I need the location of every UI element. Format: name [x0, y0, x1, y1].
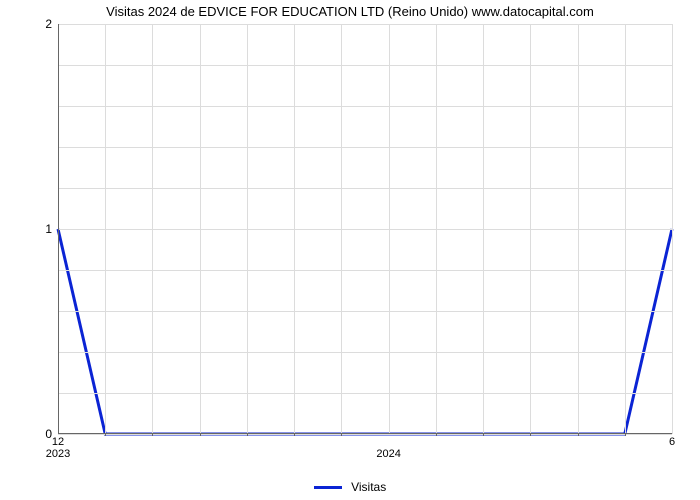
x-tick-label: 12 [52, 436, 64, 448]
chart-container: Visitas 2024 de EDVICE FOR EDUCATION LTD… [0, 0, 700, 500]
grid-line-h-minor [58, 352, 672, 353]
grid-line-v [152, 24, 153, 434]
x-minor-tick [105, 434, 106, 436]
grid-line-h-minor [58, 65, 672, 66]
x-minor-tick [152, 434, 153, 436]
grid-line-h [58, 24, 672, 25]
x-minor-tick [341, 434, 342, 436]
y-axis-line [58, 24, 59, 434]
plot-area [58, 24, 672, 434]
grid-line-v [105, 24, 106, 434]
grid-line-v [341, 24, 342, 434]
series-line [58, 229, 672, 434]
grid-line-h-minor [58, 311, 672, 312]
grid-line-v [200, 24, 201, 434]
legend: Visitas [0, 479, 700, 494]
x-minor-tick [200, 434, 201, 436]
x-minor-tick [247, 434, 248, 436]
x-axis-line [58, 433, 672, 434]
x-tick-year-label: 2023 [46, 448, 70, 460]
grid-line-h-minor [58, 147, 672, 148]
grid-line-v [389, 24, 390, 434]
chart-title: Visitas 2024 de EDVICE FOR EDUCATION LTD… [0, 4, 700, 19]
x-minor-tick [483, 434, 484, 436]
x-minor-tick [578, 434, 579, 436]
grid-line-v [436, 24, 437, 434]
grid-line-h [58, 229, 672, 230]
x-tick-year-label: 2024 [376, 448, 400, 460]
legend-label: Visitas [351, 480, 386, 494]
x-minor-tick [294, 434, 295, 436]
x-tick-label: 6 [669, 436, 675, 448]
x-minor-tick [436, 434, 437, 436]
grid-line-h-minor [58, 188, 672, 189]
grid-line-v [625, 24, 626, 434]
y-tick-label: 0 [12, 427, 52, 441]
grid-line-h-minor [58, 270, 672, 271]
grid-line-h-minor [58, 393, 672, 394]
x-minor-tick [625, 434, 626, 436]
grid-line-v [294, 24, 295, 434]
legend-swatch [314, 486, 342, 489]
grid-line-v [530, 24, 531, 434]
grid-line-v [483, 24, 484, 434]
y-tick-label: 2 [12, 17, 52, 31]
grid-line-h-minor [58, 106, 672, 107]
grid-line-h [58, 434, 672, 435]
y-tick-label: 1 [12, 222, 52, 236]
grid-line-v [247, 24, 248, 434]
x-minor-tick [530, 434, 531, 436]
grid-line-v [578, 24, 579, 434]
grid-line-v [672, 24, 673, 434]
